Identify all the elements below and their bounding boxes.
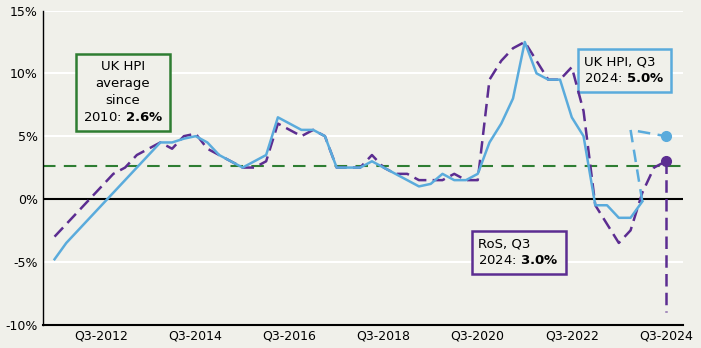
Text: RoS, Q3
2024: $\mathbf{3.0\%}$: RoS, Q3 2024: $\mathbf{3.0\%}$ xyxy=(479,237,559,267)
Text: UK HPI
average
since
2010: $\mathbf{2.6\%}$: UK HPI average since 2010: $\mathbf{2.6\… xyxy=(83,60,163,124)
Text: UK HPI, Q3
2024: $\mathbf{5.0\%}$: UK HPI, Q3 2024: $\mathbf{5.0\%}$ xyxy=(584,55,665,85)
